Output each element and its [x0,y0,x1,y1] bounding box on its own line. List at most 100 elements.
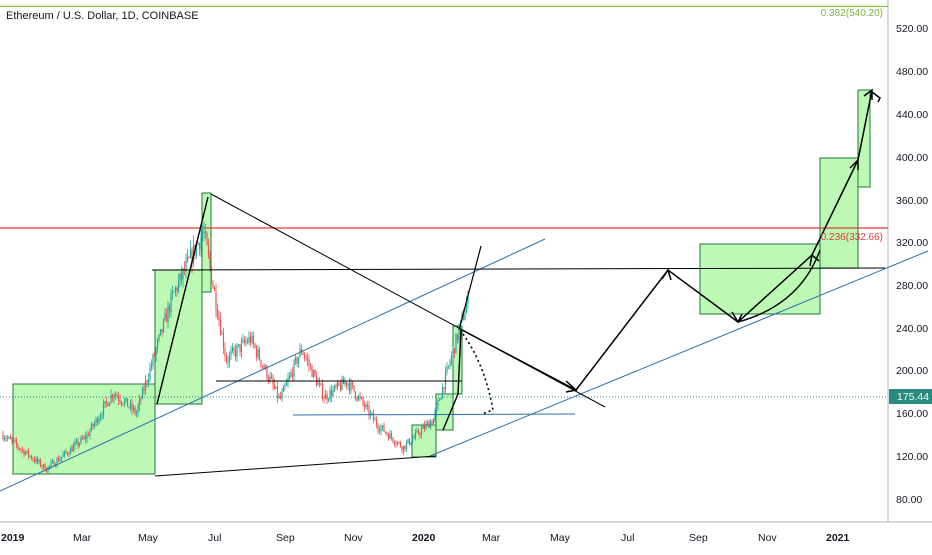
price-tick-label: 160.00 [896,408,928,420]
candle-body [144,380,147,391]
candle-body [281,392,283,399]
candle-body [464,313,466,320]
candle-body [207,244,210,255]
candle-body [320,383,322,385]
time-tick-label: Nov [344,532,363,544]
candle-body [450,355,453,363]
candle-body [432,418,435,424]
candle-body [9,436,12,439]
candle-body [321,384,324,399]
candle-body [372,413,375,420]
candle-body [396,442,399,445]
candle-body [83,436,85,439]
candle-body [156,340,159,349]
candle-body [297,357,300,365]
candle-body [251,335,253,343]
current-price-badge: 175.44 [889,389,932,404]
candle-body [423,425,426,429]
candle-body [137,406,139,413]
candle-body [234,350,237,357]
candle-body [126,398,129,408]
candle-body [134,407,136,414]
candle-body [237,344,240,346]
candle-body [12,440,15,442]
candle-body [191,249,193,264]
consolidation-support-line [292,413,576,416]
candle-body [186,257,189,262]
candle-body [41,466,43,468]
candle-body [402,445,405,451]
candle-body [101,415,103,417]
candle-body [383,425,385,432]
candle-body [357,395,360,400]
candle-body [224,348,226,356]
candle-body [236,345,238,357]
candle-body [374,419,376,421]
candle-body [377,425,379,430]
candle-body [389,433,391,440]
candle-body [269,376,271,381]
candle-body [428,422,430,428]
candle-body [86,434,88,440]
candle-body [266,365,268,379]
candle-body [200,237,202,250]
candle-body [318,382,321,384]
candle-body [204,231,207,233]
candle-body [441,387,444,399]
candle-body [23,449,25,455]
candle-body [426,422,429,424]
candle-body [167,305,169,323]
candle-body [3,438,6,440]
time-tick-label: 2021 [826,532,850,544]
candle-body [114,394,117,396]
candle-body [242,339,244,342]
candle-body [29,456,31,457]
candle-body [285,382,288,386]
candle-body [149,367,151,380]
candle-body [171,291,174,294]
candle-body [150,365,153,368]
lower-wedge-line [154,455,437,477]
candle-body [261,365,264,367]
price-axis: 520.00 480.00 440.00 400.00 360.00 320.0… [896,23,928,506]
candle-body [290,372,292,376]
time-tick-label: May [138,532,159,544]
candle-body [411,438,414,443]
candle-body [131,403,133,410]
arrowhead [871,91,881,103]
candle-body [330,390,333,397]
candle-body [422,425,424,429]
candle-body [165,313,168,323]
candle-body [38,460,40,462]
candle-body [248,336,250,343]
recent-impulse-path [442,329,462,431]
candle-body [398,442,400,443]
candle-body [305,357,307,359]
price-tick-label: 480.00 [896,66,928,78]
candle-body [2,434,4,440]
candle-body [356,398,358,400]
candle-body [212,283,214,288]
candle-body [363,403,366,408]
candle-body [33,459,36,462]
candle-body [404,445,406,450]
candle-body [425,423,427,429]
candle-body [158,334,160,341]
candle-body [249,336,252,343]
candle-body [218,317,220,320]
candle-body [230,351,232,355]
candle-body [39,460,42,467]
candle-body [84,436,87,440]
time-tick-label: Sep [689,532,708,544]
candle-body [380,427,382,432]
candle-body [381,425,384,428]
candle-body [111,394,114,398]
candle-body [24,452,27,455]
candle-body [456,334,459,341]
candle-body [201,233,204,238]
candle-body [333,385,336,390]
time-tick-label: Sep [276,532,295,544]
candle-body [267,378,270,381]
horizontal-levels [0,5,888,398]
